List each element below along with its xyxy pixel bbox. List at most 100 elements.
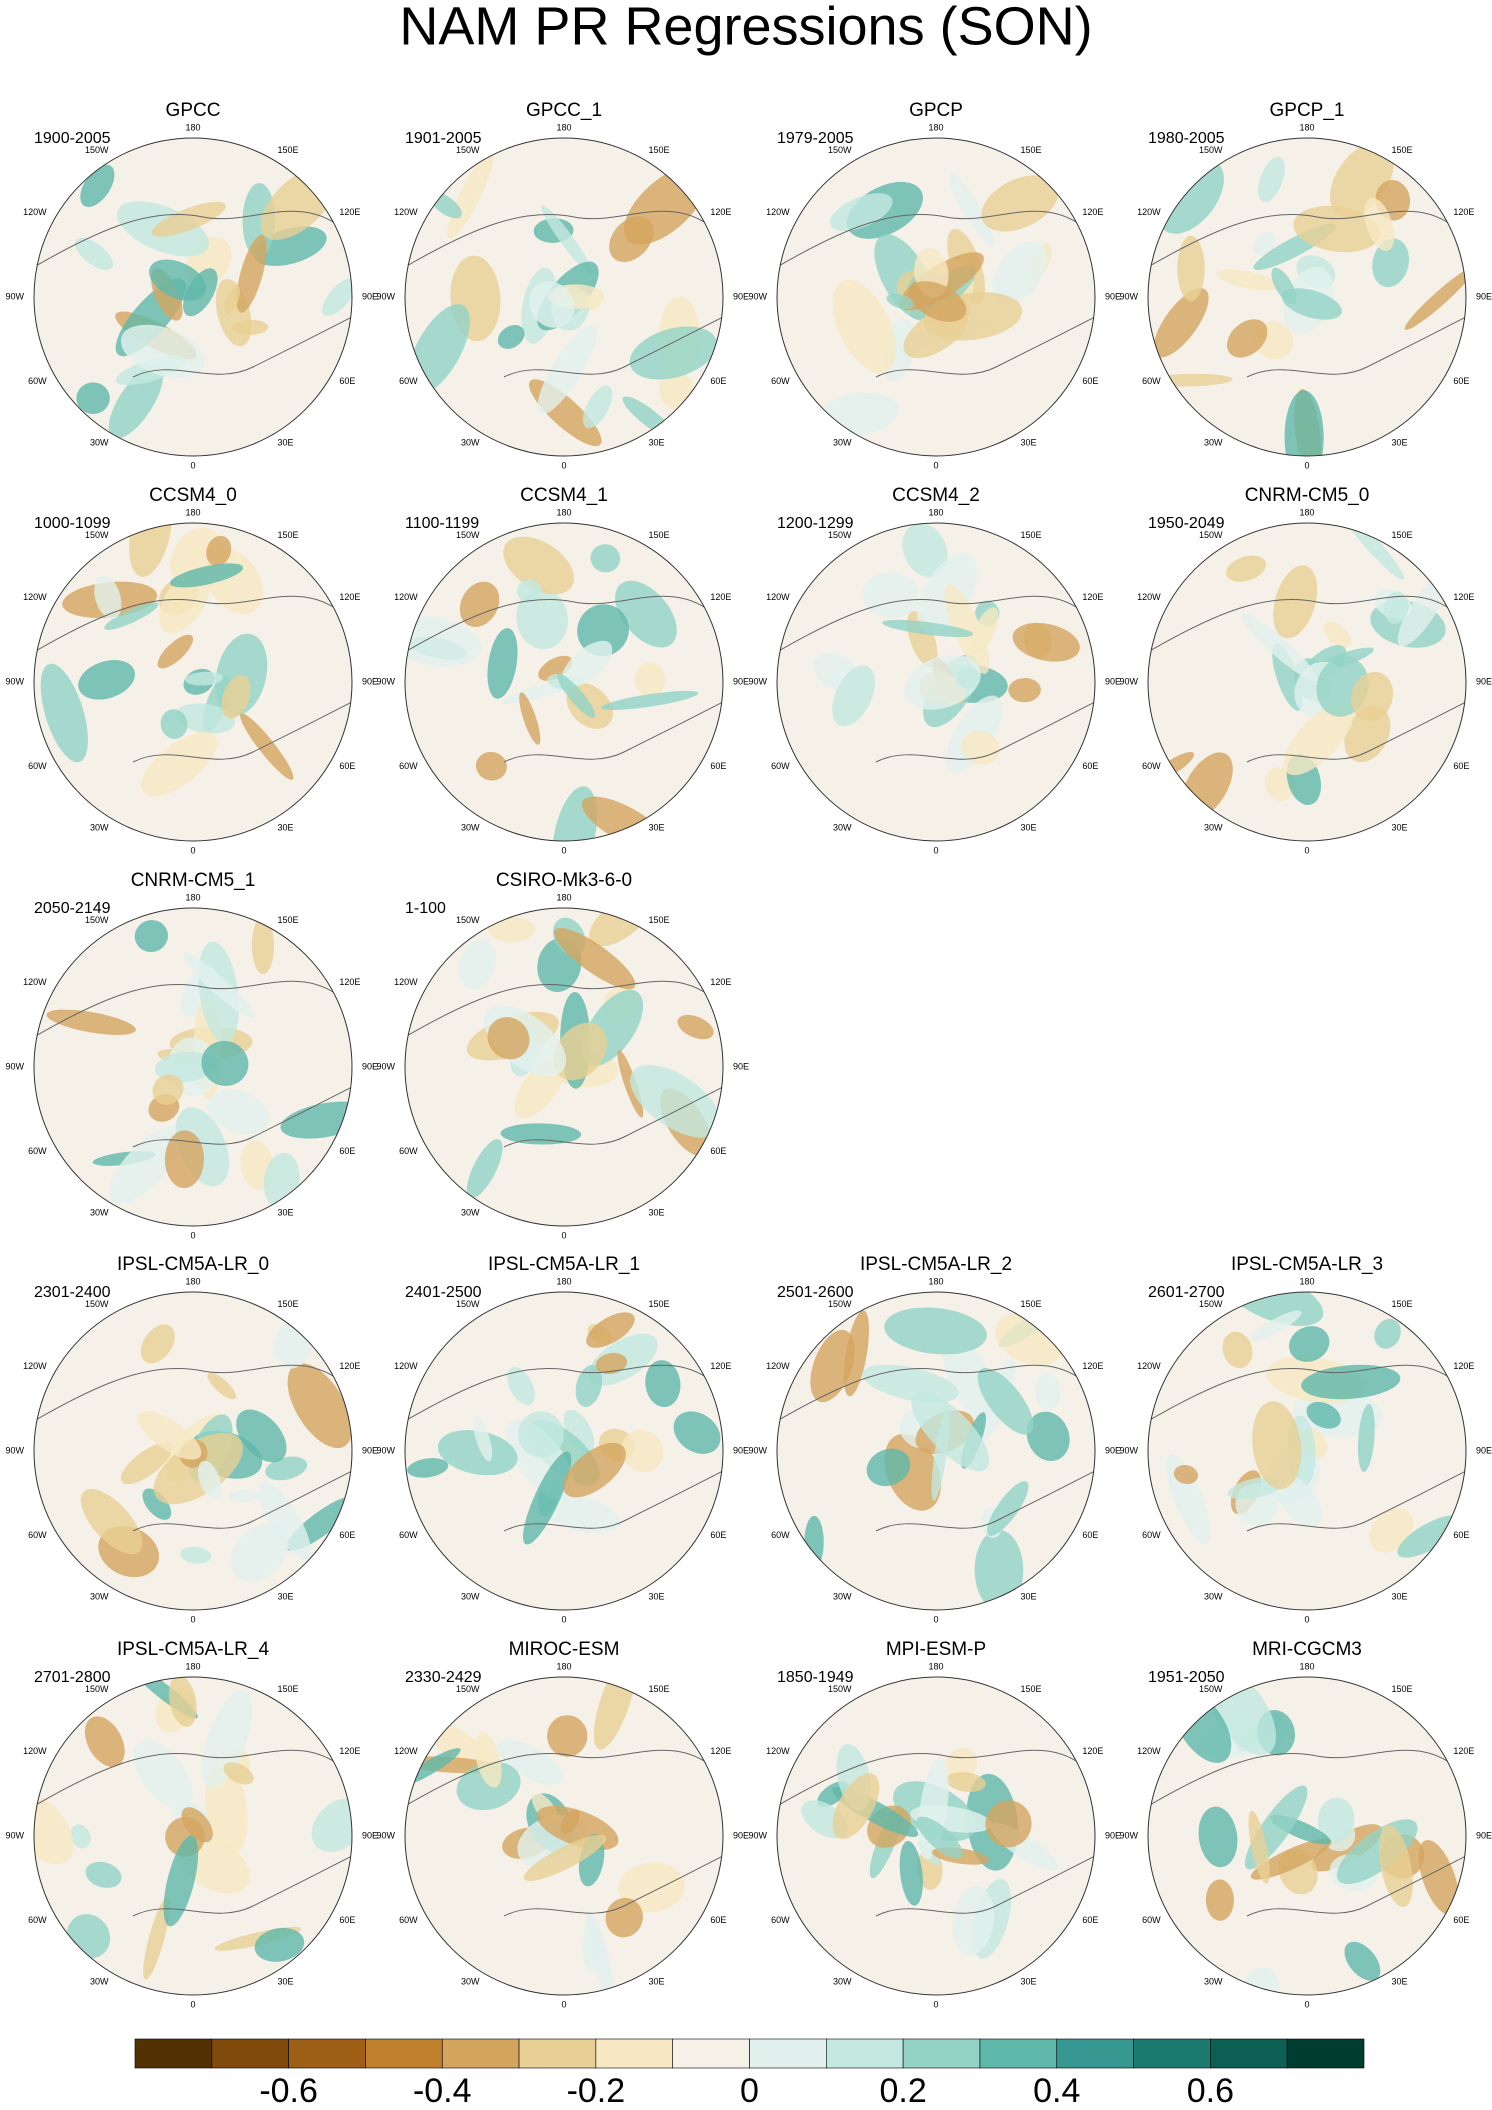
longitude-label: 30E: [278, 1208, 294, 1218]
field-blob: [129, 523, 173, 577]
longitude-label: 150W: [828, 530, 852, 540]
longitude-label: 90E: [362, 676, 378, 686]
longitude-label: 0: [933, 460, 938, 470]
longitude-label: 120W: [1137, 1361, 1161, 1371]
longitude-label: 150E: [649, 1299, 670, 1309]
longitude-label: 60E: [710, 1915, 726, 1925]
longitude-label: 90E: [733, 1061, 749, 1071]
longitude-label: 60E: [339, 1146, 355, 1156]
colorbar-tick-label: -0.2: [567, 2072, 626, 2110]
longitude-label: 30W: [461, 823, 480, 833]
field-blob: [832, 665, 875, 727]
field-blob: [862, 1364, 959, 1403]
field-blob: [589, 908, 651, 947]
colorbar-tick-label: -0.6: [259, 2072, 318, 2110]
field-blob: [1227, 319, 1268, 358]
map-outline: [33, 137, 353, 457]
longitude-label: 0: [561, 845, 566, 855]
longitude-label: 90E: [1476, 1445, 1492, 1455]
longitude-label: 60W: [771, 376, 790, 386]
map-outline: [404, 1676, 724, 1996]
longitude-label: 150E: [278, 1684, 299, 1694]
longitude-label: 150E: [278, 530, 299, 540]
longitude-label: 120E: [339, 207, 360, 217]
longitude-label: 0: [190, 460, 195, 470]
field-blob: [577, 604, 629, 657]
field-blob: [902, 523, 948, 578]
longitude-label: 150W: [85, 145, 109, 155]
colorbar-box: [288, 2038, 366, 2069]
field-blob: [955, 667, 981, 689]
colorbar-box: [1056, 2038, 1134, 2069]
field-blob: [553, 1022, 607, 1081]
longitude-label: 90E: [362, 291, 378, 301]
field-blob: [630, 1064, 721, 1138]
panel-title: GPCC_1: [526, 100, 602, 121]
longitude-label: 120W: [23, 207, 47, 217]
longitude-label: 150W: [456, 1299, 480, 1309]
field-blob: [1252, 1401, 1302, 1490]
longitude-label: 30E: [649, 1592, 665, 1602]
field-blob: [120, 324, 205, 379]
longitude-label: 30E: [1392, 1977, 1408, 1987]
longitude-label: 180: [556, 122, 571, 132]
longitude-label: 90E: [733, 1445, 749, 1455]
longitude-label: 150W: [456, 915, 480, 925]
field-blob: [1205, 1879, 1234, 1921]
field-blob: [80, 164, 115, 208]
colorbar-box: [1210, 2038, 1288, 2069]
field-blob: [977, 1367, 1034, 1435]
longitude-label: 30W: [833, 823, 852, 833]
panel-period: 1100-1199: [405, 515, 479, 532]
field-blob: [184, 671, 224, 686]
field-blob: [201, 1040, 249, 1086]
field-blob: [474, 1732, 502, 1788]
map-outline: [33, 1291, 353, 1611]
map-outline: [776, 137, 1096, 457]
longitude-label: 180: [1299, 1276, 1314, 1286]
field-blob: [456, 1761, 521, 1811]
field-blob: [500, 1123, 582, 1145]
field-blob: [164, 1130, 204, 1189]
coastline: [1148, 210, 1466, 378]
longitude-label: 0: [1304, 845, 1309, 855]
field-blob: [207, 1372, 237, 1400]
longitude-label: 120E: [710, 977, 731, 987]
field-blob: [1012, 622, 1080, 662]
field-blob: [1364, 197, 1395, 251]
field-blob: [981, 175, 1059, 232]
field-blob: [866, 1448, 911, 1487]
field-blob: [157, 634, 194, 669]
longitude-label: 90W: [748, 1830, 767, 1840]
field-blob: [810, 1329, 855, 1403]
longitude-label: 90W: [1119, 1445, 1138, 1455]
longitude-label: 180: [185, 1661, 200, 1671]
field-blob: [908, 281, 967, 322]
field-blob: [240, 713, 294, 780]
longitude-label: 0: [190, 1999, 195, 2009]
field-blob: [517, 579, 542, 604]
coastline: [405, 210, 723, 378]
coastline: [1148, 1749, 1466, 1917]
longitude-label: 30E: [1021, 1977, 1037, 1987]
longitude-label: 60W: [1142, 376, 1161, 386]
field-blob: [1198, 1806, 1238, 1868]
longitude-label: 30E: [278, 438, 294, 448]
field-blob: [160, 709, 188, 739]
map-field: [405, 1677, 723, 1995]
longitude-label: 90W: [1119, 291, 1138, 301]
longitude-label: 90W: [5, 291, 24, 301]
longitude-label: 150E: [649, 1684, 670, 1694]
longitude-label: 60E: [1082, 1915, 1098, 1925]
longitude-label: 90E: [1105, 1445, 1121, 1455]
longitude-label: 150W: [828, 1684, 852, 1694]
field-blob: [108, 1126, 184, 1204]
panel-title: IPSL-CM5A-LR_4: [117, 1639, 269, 1660]
field-blob: [518, 1411, 564, 1458]
colorbar-box: [672, 2038, 750, 2069]
longitude-label: 90E: [1105, 676, 1121, 686]
longitude-label: 120W: [394, 977, 418, 987]
longitude-label: 60E: [339, 761, 355, 771]
field-blob: [541, 205, 592, 274]
